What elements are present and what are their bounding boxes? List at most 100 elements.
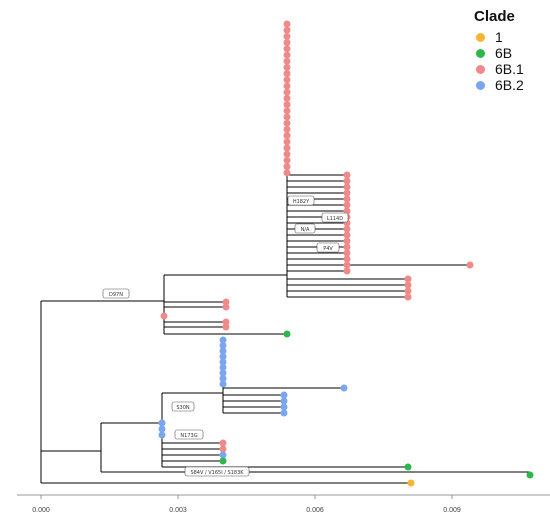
tip-point (283, 39, 291, 47)
tip-point (280, 391, 288, 399)
tip-point (283, 113, 291, 121)
svg-text:D97N: D97N (109, 292, 123, 298)
tip-point (283, 330, 291, 338)
tip-point (526, 471, 534, 479)
tip-point (219, 369, 227, 377)
mutation-label-5: P4V (316, 242, 340, 253)
tip-point (280, 403, 288, 411)
tip-point (340, 384, 348, 392)
tip-point (283, 94, 291, 102)
tip-point (466, 261, 474, 269)
tip-point (219, 358, 227, 366)
tip-point (222, 318, 230, 326)
svg-text:S84V / V165I / S183K: S84V / V165I / S183K (190, 470, 244, 476)
tip-point (283, 20, 291, 28)
tip-point (343, 249, 351, 257)
tip-point (343, 261, 351, 269)
tip-point (343, 189, 351, 197)
tip-point (219, 457, 227, 465)
tip-point (343, 183, 351, 191)
tip-point (219, 353, 227, 360)
tip-point (222, 323, 230, 331)
x-axis: 0.000 0.003 0.006 0.009 (17, 494, 550, 514)
mutation-label-1: D97N (102, 288, 130, 299)
svg-text:L114D: L114D (327, 216, 343, 222)
legend-label: 6B.2 (495, 77, 524, 93)
legend-swatch (476, 80, 485, 90)
tip-point (404, 463, 412, 471)
tip-point (283, 150, 291, 158)
tip-point (343, 195, 351, 203)
legend-label: 6B.1 (495, 61, 524, 77)
tip-point (160, 312, 168, 320)
svg-text:S30N: S30N (176, 405, 190, 411)
tip-point (283, 144, 291, 152)
tip-point (283, 70, 291, 78)
tip-point (158, 425, 166, 433)
tip-point (219, 364, 227, 371)
legend-item: 1 (474, 29, 524, 45)
tip-point (222, 303, 230, 311)
x-axis-tick-label: 0.009 (443, 507, 461, 514)
tip-point (343, 225, 351, 233)
tip-point (283, 163, 291, 171)
mutation-label-2: H182Y (287, 195, 315, 206)
tip-point (404, 275, 412, 283)
tip-point (283, 26, 291, 34)
tip-point (343, 243, 351, 251)
x-axis-ticks: 0.000 0.003 0.006 0.009 (32, 495, 461, 514)
svg-text:P4V: P4V (323, 246, 333, 252)
tip-point (343, 177, 351, 185)
tip-point (283, 45, 291, 53)
mutation-label-6: S30N (171, 401, 195, 412)
legend-swatch (476, 32, 485, 42)
tip-point (219, 342, 227, 349)
tip-point (283, 57, 291, 65)
tip-point (158, 431, 166, 439)
mutation-label-4: N/A (294, 223, 316, 234)
tip-point (219, 336, 227, 344)
tip-point (219, 375, 227, 382)
tip-point (343, 201, 351, 209)
tip-point (158, 419, 166, 427)
tip-point (283, 88, 291, 96)
tip-point (283, 132, 291, 140)
legend-item: 6B.1 (474, 61, 524, 77)
tip-point (343, 171, 351, 179)
tip-point (280, 409, 288, 417)
tip-point (404, 281, 412, 289)
tip-point (283, 76, 291, 84)
tip-point (219, 451, 227, 459)
tip-point (283, 82, 291, 90)
legend-label: 6B (495, 45, 513, 61)
legend: Clade 1 6B 6B.1 6B.2 (474, 8, 524, 93)
svg-text:H182Y: H182Y (293, 199, 310, 205)
tip-point (283, 125, 291, 133)
tip-point (219, 439, 227, 447)
tip-point (283, 138, 291, 146)
legend-title: Clade (474, 8, 515, 25)
svg-text:N173G: N173G (180, 433, 197, 439)
tip-point (407, 479, 415, 487)
tip-point (283, 107, 291, 115)
tip-point (283, 32, 291, 40)
tree-tips (158, 20, 534, 487)
tip-point (280, 397, 288, 405)
x-axis-tick-label: 0.003 (169, 507, 187, 514)
mutation-label-8: S84V / V165I / S183K (184, 466, 250, 477)
tip-point (404, 293, 412, 301)
tip-point (343, 267, 351, 275)
tip-point (222, 298, 230, 306)
tip-point (283, 51, 291, 59)
legend-swatch (476, 64, 485, 74)
legend-swatch (476, 48, 485, 58)
tip-point (343, 231, 351, 239)
tip-point (219, 445, 227, 453)
legend-item: 6B (474, 45, 524, 61)
tip-point (283, 63, 291, 71)
tip-point (283, 119, 291, 127)
mutation-label-3: L114D (321, 212, 349, 223)
tip-point (283, 169, 291, 177)
tip-point (343, 255, 351, 263)
